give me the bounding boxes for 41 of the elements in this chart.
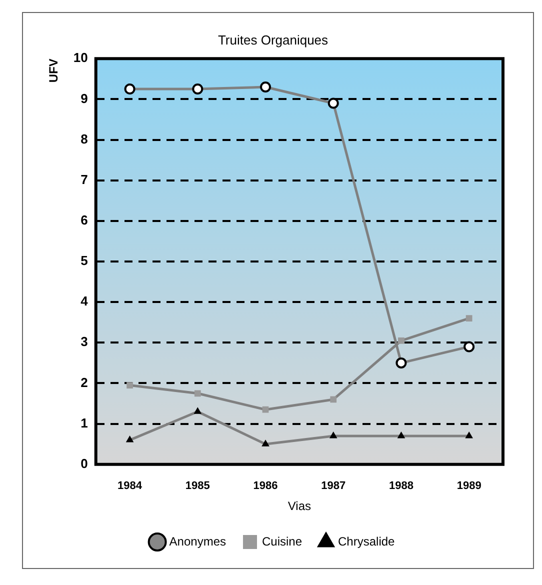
point [465, 431, 473, 438]
legend-label: Cuisine [262, 534, 302, 548]
legend-label: Chrysalide [338, 534, 396, 548]
point [328, 98, 339, 109]
point [396, 357, 407, 368]
point [464, 341, 475, 352]
y-tick-label: 4 [80, 294, 89, 309]
point [262, 440, 270, 446]
point [329, 431, 338, 438]
y-tick-label: 1 [80, 415, 88, 430]
point [260, 82, 271, 93]
point [397, 431, 406, 438]
x-tick-label: 1988 [388, 480, 414, 492]
x-tick-label: 1986 [253, 480, 278, 492]
y-tick-label: 2 [80, 374, 88, 390]
chart-title: Truites Organiques [218, 32, 329, 48]
point [126, 436, 134, 442]
x-axis-title: Vias [288, 499, 311, 514]
y-tick-label: 0 [80, 456, 88, 471]
y-axis-title: UFV [46, 58, 61, 83]
legend-label: Anonymes [169, 534, 226, 548]
point [126, 382, 133, 388]
y-tick-label: 9 [80, 90, 88, 106]
y-tick-label: 7 [80, 172, 88, 187]
point [398, 337, 404, 344]
point [192, 84, 204, 95]
x-tick-label: 1984 [118, 480, 143, 492]
point [124, 84, 136, 95]
point [330, 396, 337, 403]
y-tick-label: 6 [80, 212, 88, 228]
point [466, 315, 472, 322]
y-tick-label: 3 [80, 334, 88, 350]
point [194, 407, 202, 414]
x-tick-label: 1989 [456, 480, 482, 492]
x-tick-label: 1987 [321, 480, 346, 492]
point [194, 390, 201, 397]
point [262, 406, 269, 413]
y-tick-label: 8 [80, 131, 88, 146]
x-tick-label: 1985 [185, 480, 210, 492]
y-tick-label: 5 [80, 253, 88, 268]
y-tick-label: 10 [73, 50, 88, 66]
